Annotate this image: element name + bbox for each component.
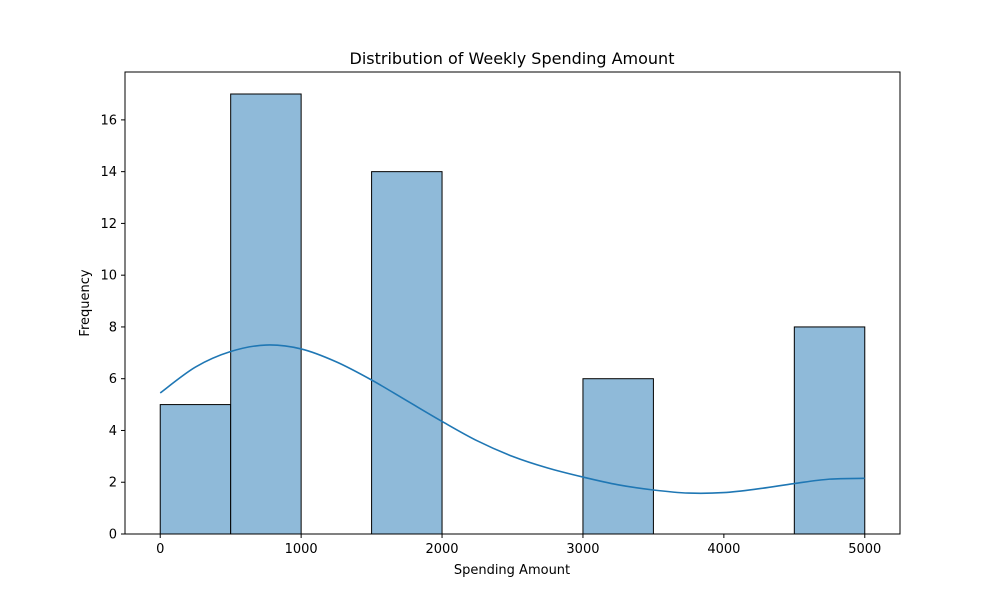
x-tick-label: 5000 [848, 542, 881, 557]
histogram-bar [159, 404, 232, 535]
x-tick-label: 0 [156, 542, 164, 557]
y-axis-label: Frequency [78, 269, 93, 336]
bars-layer [159, 93, 866, 535]
y-tick-label: 6 [109, 372, 117, 387]
histogram-bar [793, 326, 866, 535]
plot-frame [124, 71, 901, 535]
y-tick-label: 4 [109, 424, 117, 439]
kde-line [159, 344, 865, 495]
y-tick-label: 12 [100, 217, 117, 232]
y-tick-label: 16 [100, 113, 117, 128]
histogram-bar [230, 93, 302, 535]
chart-title: Distribution of Weekly Spending Amount [350, 49, 675, 68]
histogram-bar [371, 171, 443, 535]
histogram-bar [582, 378, 654, 535]
y-axis: 0 2 4 6 8 10 12 14 16 [100, 113, 125, 543]
y-tick-label: 0 [109, 528, 117, 543]
x-tick-label: 3000 [566, 542, 599, 557]
x-tick-label: 1000 [285, 542, 318, 557]
y-tick-label: 2 [109, 476, 117, 491]
x-tick-label: 4000 [707, 542, 740, 557]
kde-layer [159, 344, 865, 495]
y-tick-label: 8 [109, 320, 117, 335]
x-axis-label: Spending Amount [454, 563, 570, 578]
y-tick-label: 10 [100, 269, 117, 284]
x-axis: 0 1000 2000 3000 4000 5000 [156, 534, 881, 557]
x-tick-label: 2000 [425, 542, 458, 557]
y-tick-label: 14 [100, 165, 117, 180]
